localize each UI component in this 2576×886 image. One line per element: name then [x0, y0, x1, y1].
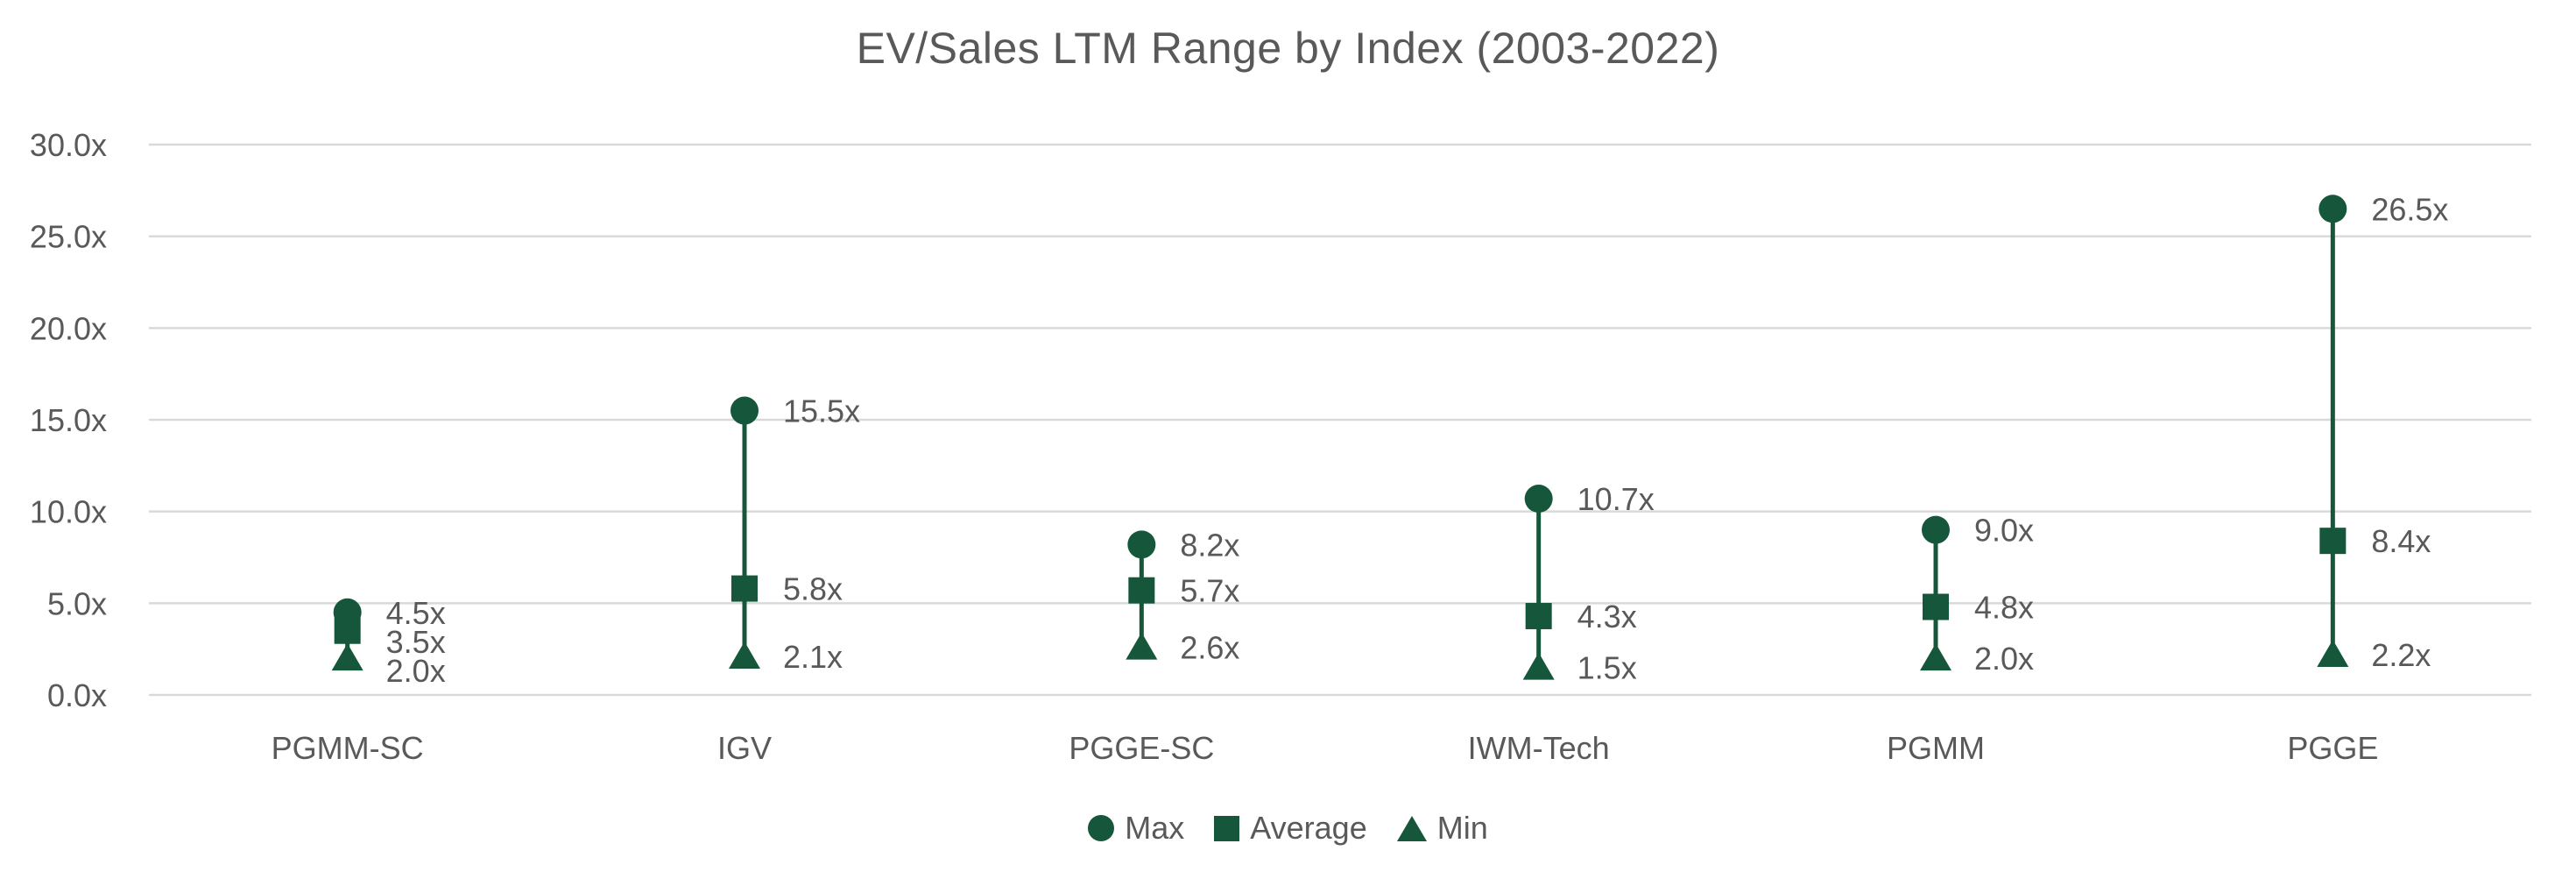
average-marker	[1923, 593, 1949, 620]
max-marker	[1127, 530, 1156, 559]
y-tick-label: 15.0x	[30, 402, 107, 438]
value-label: 5.7x	[1180, 573, 1239, 609]
value-label: 5.8x	[783, 571, 843, 607]
value-label: 4.8x	[1974, 590, 2034, 626]
legend-label-max: Max	[1125, 810, 1185, 846]
value-label: 15.5x	[783, 393, 860, 429]
value-label: 10.7x	[1577, 481, 1655, 517]
value-label: 26.5x	[2371, 191, 2448, 227]
value-label: 4.5x	[386, 595, 446, 631]
y-tick-label: 10.0x	[30, 494, 107, 530]
category-label: PGMM	[1887, 730, 1985, 766]
min-marker	[729, 641, 760, 670]
legend-label-min: Min	[1436, 810, 1488, 846]
max-marker	[1524, 485, 1553, 514]
value-label: 2.0x	[386, 653, 446, 689]
category-label: PGMM-SC	[272, 730, 424, 766]
average-square-icon	[1214, 815, 1240, 841]
legend-label-average: Average	[1250, 810, 1367, 846]
average-marker	[1525, 602, 1552, 629]
min-marker	[1920, 643, 1951, 671]
value-label: 2.0x	[1974, 641, 2034, 677]
value-label: 8.4x	[2371, 523, 2431, 559]
min-triangle-icon	[1396, 815, 1427, 841]
legend-item-average: Average	[1214, 810, 1367, 847]
y-tick-label: 5.0x	[47, 585, 107, 621]
max-circle-icon	[1088, 815, 1115, 841]
value-label: 2.6x	[1180, 630, 1239, 666]
value-label: 4.3x	[1577, 599, 1637, 634]
chart-title: EV/Sales LTM Range by Index (2003-2022)	[856, 24, 1720, 73]
min-marker	[2317, 639, 2349, 667]
value-label: 2.1x	[783, 639, 843, 675]
max-marker	[730, 396, 759, 425]
average-marker	[2319, 528, 2347, 555]
legend-item-min: Min	[1396, 810, 1488, 847]
average-marker	[1128, 577, 1155, 604]
average-marker	[334, 617, 361, 644]
min-marker	[1522, 652, 1555, 680]
value-label: 9.0x	[1974, 513, 2034, 549]
max-marker	[1922, 515, 1950, 544]
category-label: IWM-Tech	[1468, 730, 1610, 766]
category-label: PGGE-SC	[1069, 730, 1214, 766]
y-tick-label: 0.0x	[47, 677, 107, 713]
min-marker	[1126, 632, 1158, 660]
category-label: IGV	[717, 730, 772, 766]
y-tick-label: 25.0x	[30, 219, 107, 255]
value-label: 3.5x	[386, 624, 446, 660]
min-marker	[331, 643, 363, 671]
value-label: 2.2x	[2371, 637, 2431, 673]
y-tick-label: 30.0x	[30, 127, 107, 163]
legend-item-max: Max	[1088, 810, 1184, 847]
value-label: 8.2x	[1180, 527, 1239, 563]
value-label: 1.5x	[1577, 650, 1637, 686]
category-label: PGGE	[2287, 730, 2378, 766]
legend: Max Average Min	[0, 810, 2576, 847]
max-marker	[2318, 195, 2347, 223]
y-tick-label: 20.0x	[30, 310, 107, 346]
average-marker	[731, 575, 758, 602]
